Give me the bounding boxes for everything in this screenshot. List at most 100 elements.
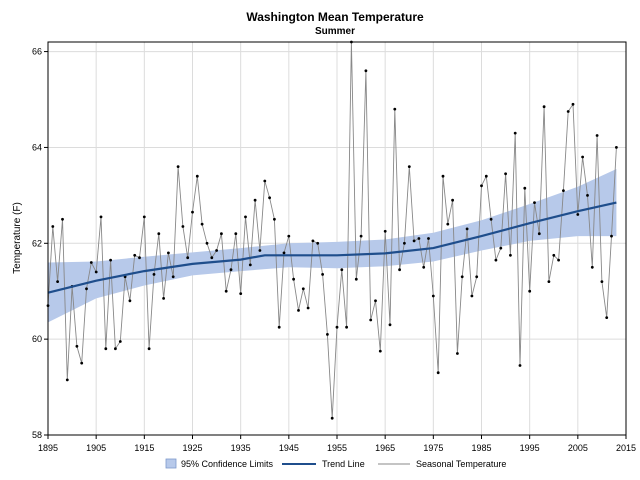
seasonal-temperature-point [566, 110, 570, 113]
seasonal-temperature-point [118, 340, 122, 343]
seasonal-temperature-point [480, 184, 483, 188]
seasonal-temperature-point [99, 215, 103, 219]
seasonal-temperature-point [465, 227, 469, 231]
seasonal-temperature-point [533, 201, 536, 205]
seasonal-temperature-point [383, 229, 387, 233]
y-axis-label: Temperature (F) [12, 202, 23, 274]
seasonal-temperature-point [138, 256, 141, 260]
seasonal-temperature-point [263, 179, 267, 183]
seasonal-temperature-point [205, 241, 209, 245]
legend-label-confidence: 95% Confidence Limits [181, 459, 274, 469]
seasonal-temperature-point [412, 239, 416, 243]
seasonal-temperature-point [499, 246, 503, 250]
x-tick-label: 1945 [279, 443, 299, 453]
seasonal-temperature-point [244, 215, 247, 219]
seasonal-temperature-point [436, 371, 440, 375]
seasonal-temperature-point [306, 306, 310, 310]
seasonal-temperature-point [292, 277, 295, 281]
legend-swatch-confidence [165, 458, 177, 469]
seasonal-temperature-point [51, 225, 55, 228]
x-tick-label: 2005 [568, 443, 588, 453]
seasonal-temperature-point [85, 287, 88, 291]
seasonal-temperature-point [364, 69, 368, 73]
seasonal-temperature-point [133, 253, 137, 257]
seasonal-temperature-point [297, 309, 300, 312]
seasonal-temperature-point [359, 234, 363, 238]
x-tick-label: 1935 [231, 443, 251, 453]
x-tick-label: 1905 [86, 443, 106, 453]
seasonal-temperature-point [528, 289, 532, 293]
seasonal-temperature-point [460, 275, 464, 279]
seasonal-temperature-point [610, 234, 613, 238]
seasonal-temperature-point [576, 213, 580, 216]
seasonal-temperature-point [456, 352, 459, 355]
seasonal-temperature-point [557, 258, 560, 262]
seasonal-temperature-point [446, 222, 450, 226]
seasonal-temperature-point [210, 256, 214, 260]
chart-subtitle: Summer [315, 26, 355, 37]
x-tick-label: 1975 [423, 443, 443, 453]
seasonal-temperature-point [518, 364, 522, 367]
x-tick-label: 1915 [134, 443, 154, 453]
y-tick-label: 64 [32, 142, 42, 152]
y-tick-label: 62 [32, 238, 42, 248]
x-tick-label: 1895 [38, 443, 58, 453]
x-tick-label: 1985 [471, 443, 491, 453]
seasonal-temperature-point [571, 102, 575, 106]
seasonal-temperature-point [248, 263, 252, 267]
seasonal-temperature-point [56, 280, 59, 283]
seasonal-temperature-point [176, 165, 180, 169]
seasonal-temperature-point [162, 297, 166, 300]
seasonal-temperature-point [494, 258, 498, 262]
trend-line [47, 201, 617, 294]
seasonal-temperature-point [61, 217, 64, 221]
seasonal-temperature-point [94, 270, 98, 274]
trend-series [47, 201, 617, 294]
seasonal-temperature-point [335, 325, 339, 329]
seasonal-temperature-point [378, 349, 382, 353]
seasonal-temperature-point [171, 275, 175, 279]
x-axis-ticks: 1895 1905 1915 1925 1935 1945 1955 1965 1975 1985… [38, 435, 636, 453]
seasonal-temperature-point [181, 225, 185, 228]
seasonal-temperature-point [513, 131, 517, 135]
y-tick-label: 60 [32, 334, 42, 344]
y-tick-label: 66 [32, 47, 42, 57]
seasonal-temperature-point [393, 107, 397, 111]
seasonal-temperature-point [142, 215, 146, 219]
seasonal-temperature-point [523, 186, 527, 190]
seasonal-temperature-point [431, 294, 435, 298]
seasonal-temperature-point [215, 249, 219, 252]
seasonal-temperature-point [186, 256, 190, 260]
seasonal-temperature-point [374, 299, 377, 303]
x-tick-label: 1925 [182, 443, 202, 453]
seasonal-temperature-point [167, 251, 170, 255]
seasonal-temperature-point [301, 287, 305, 291]
seasonal-temperature-point [147, 347, 151, 351]
seasonal-temperature-point [407, 165, 411, 169]
seasonal-temperature-point [470, 294, 474, 298]
seasonal-temperature-point [80, 361, 84, 365]
seasonal-temperature-point [547, 280, 551, 283]
x-tick-label: 1955 [327, 443, 347, 453]
seasonal-temperature-point [427, 237, 430, 240]
confidence-band [48, 169, 617, 323]
seasonal-temperature-point [109, 258, 112, 262]
seasonal-temperature-point [220, 232, 223, 236]
seasonal-temperature-point [287, 234, 291, 238]
seasonal-temperature-point [191, 210, 194, 214]
seasonal-temperature-point [340, 268, 344, 272]
seasonal-temperature-point [509, 253, 512, 257]
seasonal-temperature-point [234, 232, 238, 236]
chart-title: Washington Mean Temperature [246, 10, 424, 24]
seasonal-temperature-point [65, 378, 69, 382]
seasonal-temperature-point [422, 265, 426, 269]
x-tick-label: 1965 [375, 443, 395, 453]
seasonal-temperature-point [89, 261, 93, 264]
seasonal-temperature-point [586, 194, 589, 197]
seasonal-temperature-point [403, 241, 406, 245]
seasonal-temperature-point [253, 198, 257, 202]
seasonal-temperature-point [330, 416, 334, 420]
seasonal-temperature-point [542, 105, 546, 109]
seasonal-temperature-point [114, 347, 117, 351]
legend: 95% Confidence Limits Trend Line Seasona… [165, 458, 506, 469]
